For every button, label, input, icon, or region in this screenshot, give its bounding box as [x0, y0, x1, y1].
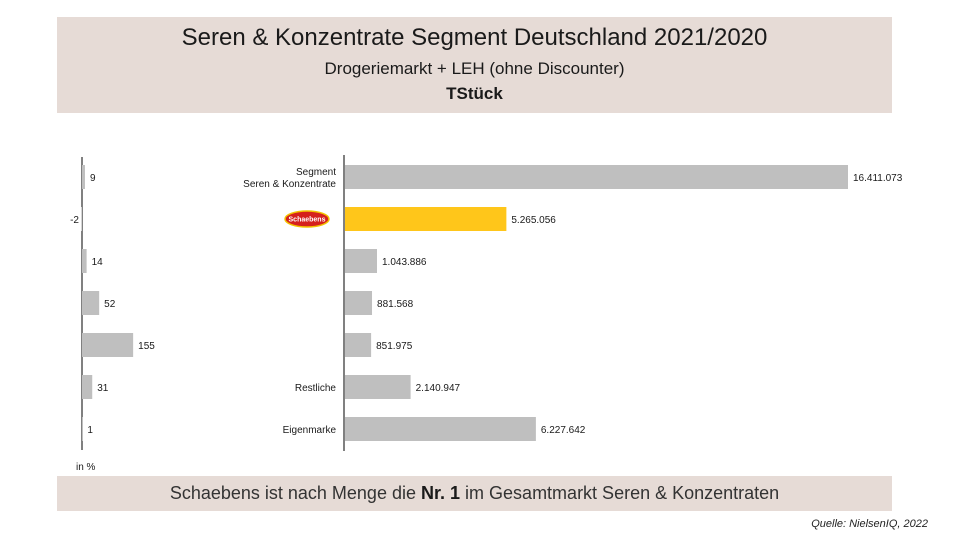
footer-text-after: im Gesamtmarkt Seren & Konzentraten [465, 483, 780, 503]
footer-text-bold: Nr. 1 [421, 483, 461, 503]
chart-unit: TStück [446, 84, 503, 103]
change-bar [82, 375, 93, 399]
change-value-label: 52 [104, 299, 116, 310]
chart-subtitle: Drogeriemarkt + LEH (ohne Discounter) [324, 59, 625, 78]
volume-bar [345, 333, 372, 357]
change-bar [82, 249, 87, 273]
volume-value-label: 851.975 [376, 341, 413, 352]
footer-banner: Schaebens ist nach Menge die Nr. 1 im Ge… [57, 476, 892, 511]
volume-value-label: 2.140.947 [416, 383, 461, 394]
volume-bar-highlight [345, 207, 507, 231]
volume-bar [345, 165, 848, 189]
category-label: Eigenmarke [283, 425, 337, 436]
change-value-label: 14 [92, 257, 104, 268]
volume-bar [345, 375, 411, 399]
footer-text-before: Schaebens ist nach Menge die [169, 483, 416, 503]
change-bar [82, 291, 100, 315]
change-value-label: 9 [90, 173, 96, 184]
source-note: Quelle: NielsenIQ, 2022 [811, 518, 928, 530]
volume-value-label: 5.265.056 [511, 215, 556, 226]
category-label: Restliche [295, 383, 337, 394]
change-value-label: -2 [70, 215, 79, 226]
chart-header: Seren & Konzentrate Segment Deutschland … [57, 17, 892, 113]
change-value-label: 1 [87, 425, 93, 436]
category-label: Segment [296, 167, 336, 178]
change-bar [82, 165, 85, 189]
change-axis-label: in % [76, 462, 96, 473]
chart-title: Seren & Konzentrate Segment Deutschland … [181, 24, 768, 51]
volume-value-label: 16.411.073 [853, 173, 903, 184]
category-label: Seren & Konzentrate [243, 179, 336, 190]
volume-bar [345, 249, 377, 273]
volume-bar [345, 291, 373, 315]
change-value-label: 155 [138, 341, 155, 352]
volume-bar [345, 417, 536, 441]
volume-value-label: 6.227.642 [541, 425, 586, 436]
volume-value-label: 1.043.886 [382, 257, 427, 268]
change-value-label: 31 [97, 383, 109, 394]
schaebens-logo-text: Schaebens [289, 217, 326, 224]
volume-value-label: 881.568 [377, 299, 414, 310]
change-bar [82, 333, 134, 357]
schaebens-logo [284, 210, 330, 228]
change-bar [81, 207, 82, 231]
